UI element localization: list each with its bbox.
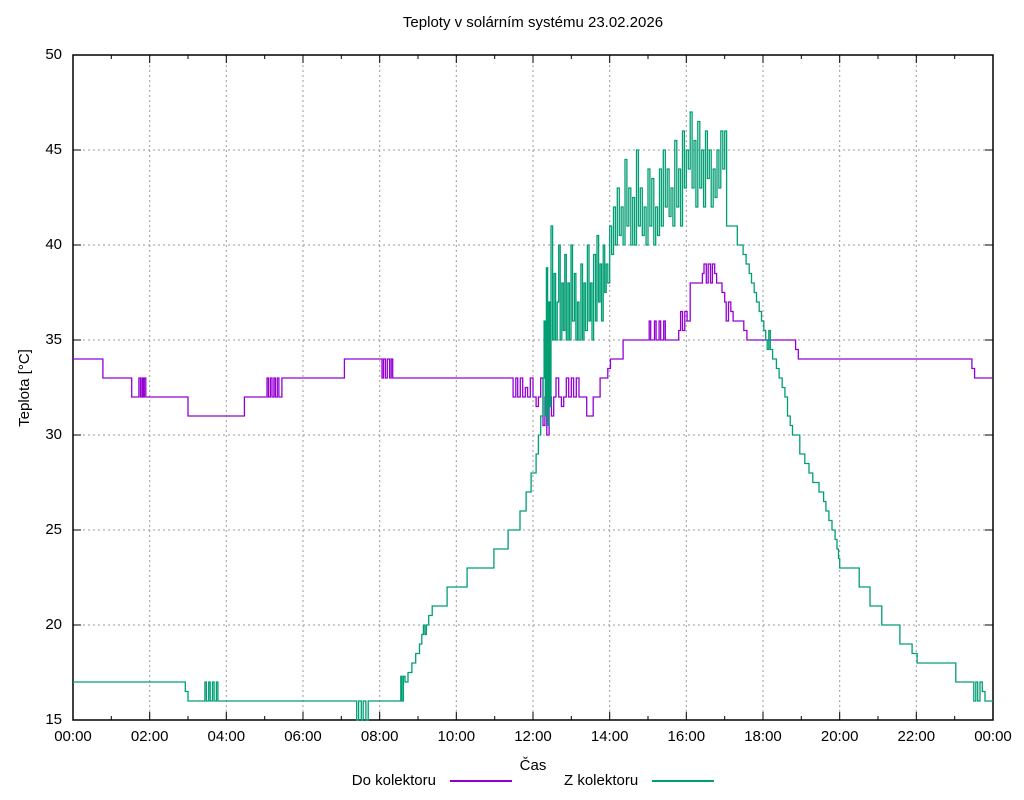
- x-tick-label: 20:00: [820, 728, 859, 745]
- legend: Do kolektoru Z kolektoru: [73, 772, 993, 789]
- y-tick-label: 20: [45, 616, 62, 633]
- y-tick-label: 50: [45, 46, 62, 63]
- x-tick-label: 04:00: [207, 728, 246, 745]
- y-tick-label: 25: [45, 521, 62, 538]
- x-tick-label: 00:00: [54, 728, 92, 745]
- series-line-do-kolektoru: [73, 263, 993, 436]
- x-axis-label: Čas: [519, 757, 547, 774]
- chart-title: Teploty v solárním systému 23.02.2026: [402, 14, 664, 31]
- x-tick-label: 10:00: [437, 728, 476, 745]
- y-tick-label: 15: [45, 711, 62, 728]
- y-tick-label: 35: [45, 331, 62, 348]
- y-tick-label: 45: [45, 141, 62, 158]
- x-tick-label: 06:00: [284, 728, 322, 745]
- y-tick-label: 30: [45, 426, 62, 443]
- x-tick-label: 18:00: [744, 728, 782, 745]
- x-tick-label: 16:00: [667, 728, 706, 745]
- x-tick-label: 12:00: [514, 728, 552, 745]
- y-tick-label: 40: [45, 236, 62, 253]
- legend-item: Z kolektoru: [564, 772, 715, 789]
- x-tick-label: 00:00: [974, 728, 1012, 745]
- legend-item: Do kolektoru: [352, 772, 512, 789]
- x-tick-label: 14:00: [590, 728, 629, 745]
- plot-border: [72, 54, 994, 721]
- legend-label: Do kolektoru: [351, 772, 436, 789]
- x-tick-label: 22:00: [897, 728, 936, 745]
- x-tick-label: 08:00: [360, 728, 399, 745]
- legend-label: Z kolektoru: [564, 772, 639, 789]
- legend-line-sample: [652, 779, 715, 782]
- series-line-z-kolektoru: [73, 111, 993, 721]
- legend-line-sample: [450, 779, 512, 782]
- x-tick-label: 02:00: [130, 728, 169, 745]
